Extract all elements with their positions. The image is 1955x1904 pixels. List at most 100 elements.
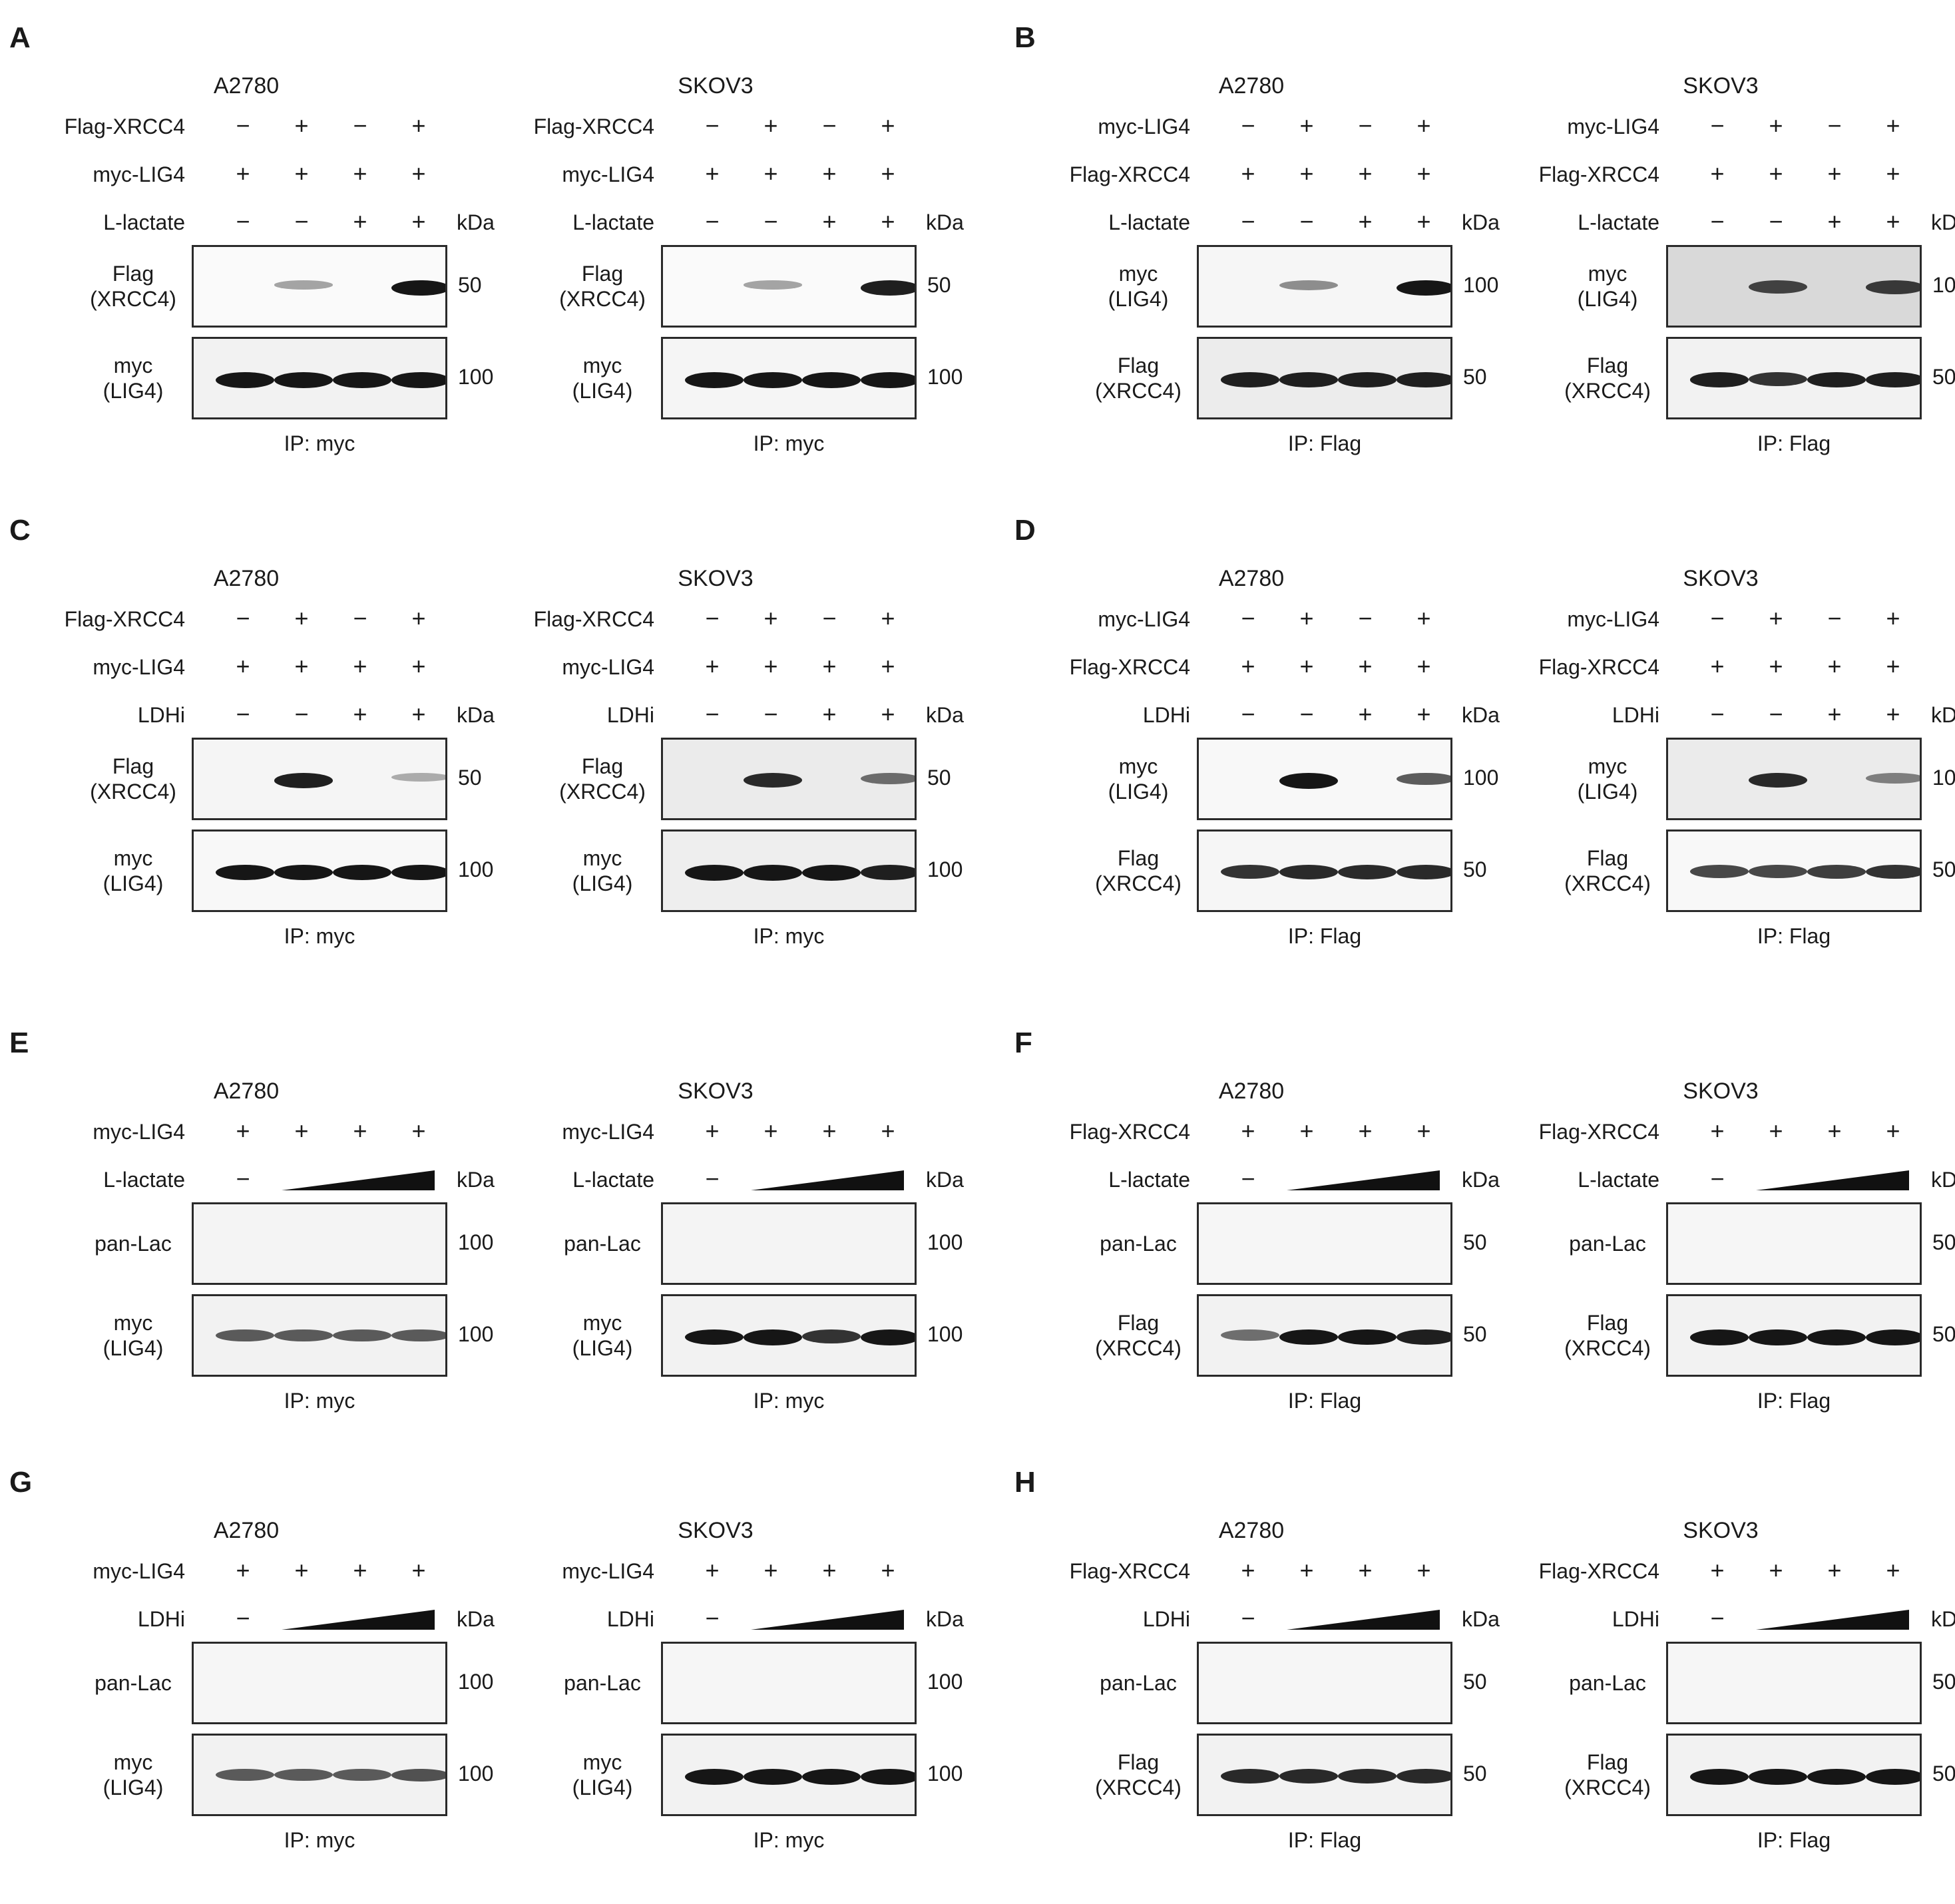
kda-header: kDa: [926, 703, 964, 727]
protein-band: [216, 372, 274, 388]
blot: SKOV3 Flag-XRCC4 − + − + myc-LIG4 + + + + LDHi − − + + k…: [483, 566, 964, 952]
condition-label: LDHi: [1142, 1607, 1190, 1631]
gel-label: pan-Lac: [1100, 1232, 1177, 1256]
cell-line-title: SKOV3: [1683, 73, 1759, 99]
plus-sign: +: [294, 112, 309, 139]
protein-band: [1279, 372, 1338, 387]
protein-band: [744, 1329, 802, 1345]
gel-label: pan-Lac: [1100, 1671, 1177, 1695]
gel-strip: [661, 245, 917, 328]
gel-strip: [1666, 830, 1922, 912]
kda-header: kDa: [1462, 703, 1500, 727]
cell-line-title: A2780: [213, 1518, 280, 1543]
molecular-weight-label: 50: [1932, 1762, 1955, 1785]
minus-sign: −: [1710, 604, 1725, 632]
gel-label: Flag (XRCC4): [90, 754, 176, 804]
minus-sign: −: [236, 208, 250, 235]
plus-sign: +: [881, 160, 895, 187]
cell-line-title: A2780: [1218, 1078, 1285, 1104]
minus-sign: −: [236, 700, 250, 728]
plus-sign: +: [881, 652, 895, 680]
protein-band: [1866, 372, 1920, 387]
kda-header: kDa: [1931, 1607, 1955, 1631]
molecular-weight-label: 100: [927, 1322, 963, 1346]
plus-sign: +: [353, 700, 367, 728]
plus-sign: +: [294, 1556, 309, 1584]
protein-band: [802, 1329, 861, 1344]
condition-label: L-lactate: [103, 1168, 185, 1192]
plus-sign: +: [881, 1117, 895, 1144]
molecular-weight-label: 100: [1463, 273, 1499, 297]
plus-sign: +: [294, 160, 309, 187]
plus-sign: +: [1886, 1117, 1900, 1144]
plus-sign: +: [1358, 1556, 1373, 1584]
gel-strip: [1197, 1734, 1452, 1816]
condition-label: myc-LIG4: [562, 1559, 654, 1583]
gel-label: myc (LIG4): [572, 1750, 633, 1799]
plus-sign: +: [1710, 652, 1725, 680]
plus-sign: +: [1299, 1117, 1314, 1144]
plus-sign: +: [822, 208, 837, 235]
protein-band: [1338, 372, 1397, 387]
protein-band: [333, 1769, 391, 1782]
blot: A2780 Flag-XRCC4 − + − + myc-LIG4 + + + + L-lactate…: [13, 73, 495, 459]
molecular-weight-label: 50: [1463, 1670, 1487, 1694]
protein-band: [685, 372, 744, 388]
protein-band: [802, 1769, 861, 1785]
blot: SKOV3 Flag-XRCC4 + + + + LDHi − kDa pan-Lac 50 Flag…: [1488, 1518, 1955, 1904]
molecular-weight-label: 50: [1932, 857, 1955, 881]
plus-sign: +: [1416, 652, 1431, 680]
gel-label: pan-Lac: [1569, 1232, 1646, 1256]
plus-sign: +: [1769, 604, 1783, 632]
kda-header: kDa: [1462, 1168, 1500, 1192]
gel-strip: [192, 1642, 447, 1724]
minus-sign: −: [236, 1165, 250, 1192]
plus-sign: +: [236, 652, 250, 680]
plus-sign: +: [1769, 112, 1783, 139]
plus-sign: +: [1769, 160, 1783, 187]
plus-sign: +: [1416, 604, 1431, 632]
ip-label: IP: myc: [284, 924, 355, 948]
plus-sign: +: [822, 1117, 837, 1144]
protein-band: [274, 1769, 333, 1782]
plus-sign: +: [1241, 652, 1255, 680]
protein-band: [274, 773, 333, 788]
molecular-weight-label: 100: [458, 1670, 494, 1694]
gel-label: myc (LIG4): [103, 1750, 164, 1799]
ip-label: IP: myc: [753, 431, 825, 455]
plus-sign: +: [1358, 160, 1373, 187]
plus-sign: +: [1416, 160, 1431, 187]
protein-band: [802, 865, 861, 881]
blot: A2780 Flag-XRCC4 + + + + LDHi − kDa pan-Lac 50 Flag…: [1018, 1518, 1500, 1904]
protein-band: [391, 1329, 445, 1342]
molecular-weight-label: 50: [1463, 857, 1487, 881]
gel-label: myc (LIG4): [1577, 754, 1638, 804]
gel-label: pan-Lac: [564, 1671, 641, 1695]
plus-sign: +: [411, 700, 426, 728]
minus-sign: −: [1710, 1604, 1725, 1632]
plus-sign: +: [1358, 208, 1373, 235]
gel-label: myc (LIG4): [103, 354, 164, 403]
ip-label: IP: Flag: [1287, 431, 1362, 455]
minus-sign: −: [763, 700, 778, 728]
protein-band: [216, 865, 274, 881]
protein-band: [216, 1329, 274, 1342]
molecular-weight-label: 50: [1932, 1230, 1955, 1254]
protein-band: [1279, 865, 1338, 879]
kda-header: kDa: [457, 703, 495, 727]
plus-sign: +: [353, 160, 367, 187]
protein-band: [744, 773, 802, 788]
minus-sign: −: [1299, 208, 1314, 235]
plus-sign: +: [1827, 160, 1842, 187]
plus-sign: +: [705, 1556, 720, 1584]
blot: SKOV3 myc-LIG4 − + − + Flag-XRCC4 + + + + L-lactate…: [1488, 73, 1955, 459]
blot: SKOV3 Flag-XRCC4 − + − + myc-LIG4 + + + + L-lactate…: [483, 73, 964, 459]
kda-header: kDa: [926, 1607, 964, 1631]
protein-band: [1690, 1769, 1749, 1785]
plus-sign: +: [1299, 1556, 1314, 1584]
molecular-weight-label: 100: [927, 1670, 963, 1694]
plus-sign: +: [1358, 652, 1373, 680]
plus-sign: +: [1769, 1556, 1783, 1584]
plus-sign: +: [1886, 112, 1900, 139]
condition-label: myc-LIG4: [562, 162, 654, 186]
